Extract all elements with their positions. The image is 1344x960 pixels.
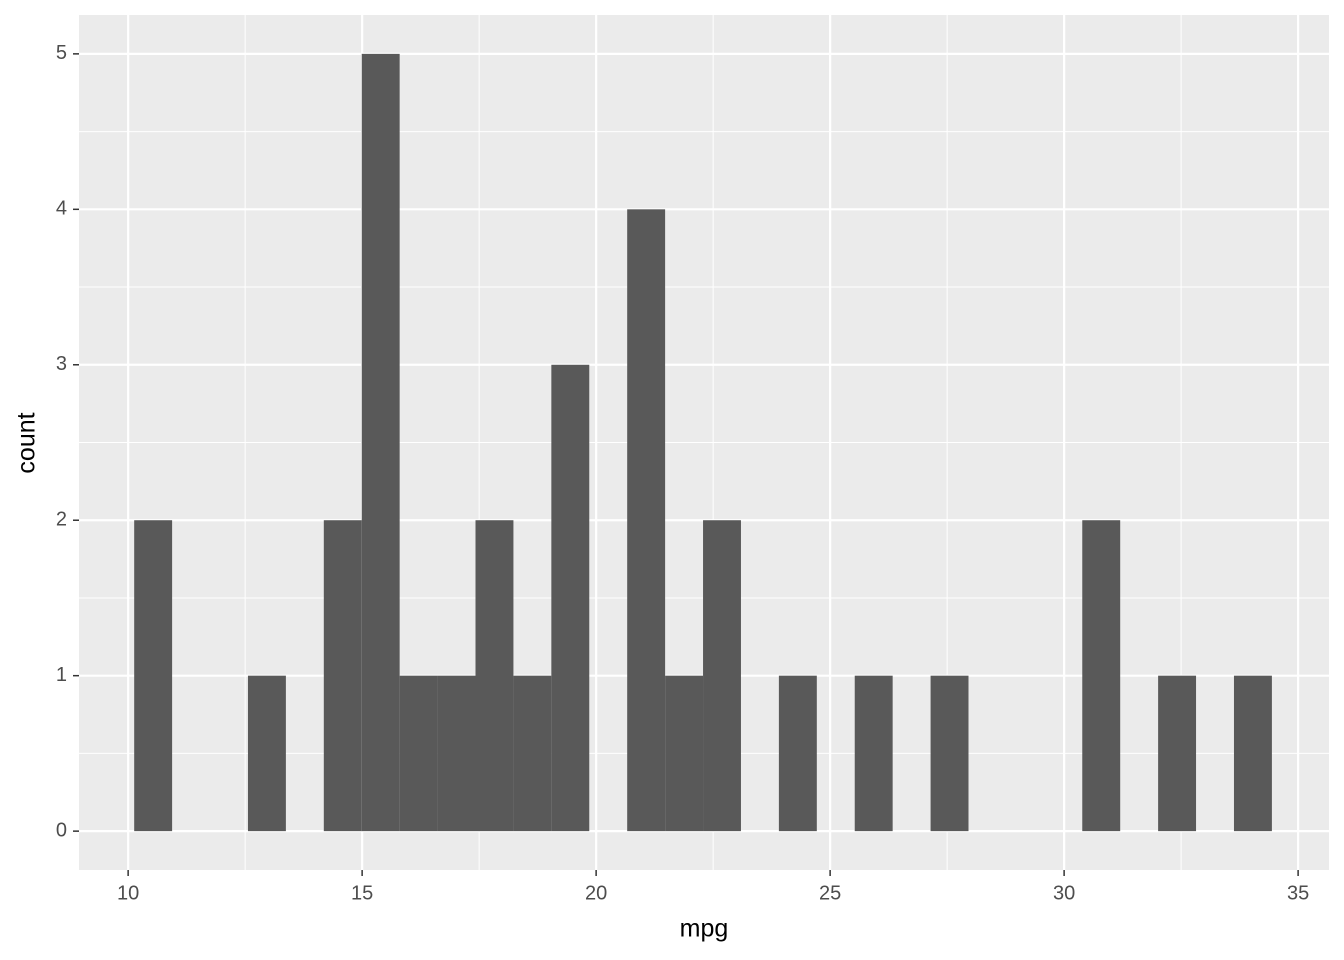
x-tick-label: 30 xyxy=(1053,882,1075,904)
y-tick-label: 4 xyxy=(56,198,67,220)
bar xyxy=(778,675,817,832)
bar xyxy=(930,675,969,832)
bar xyxy=(1158,675,1197,832)
x-tick-label: 15 xyxy=(351,882,373,904)
x-tick-label: 10 xyxy=(117,882,139,904)
bar xyxy=(323,520,362,832)
y-axis-title: count xyxy=(13,412,41,473)
bar xyxy=(361,53,400,832)
bar xyxy=(551,364,590,832)
bar xyxy=(1233,675,1272,832)
y-tick-label: 3 xyxy=(56,353,67,375)
bar xyxy=(247,675,286,832)
bar xyxy=(703,520,741,832)
bar xyxy=(513,675,552,832)
y-tick-label: 0 xyxy=(56,819,67,841)
bar xyxy=(399,675,438,832)
bar xyxy=(854,675,893,832)
x-axis-title: mpg xyxy=(680,915,729,943)
bar xyxy=(1082,520,1121,832)
bar xyxy=(665,675,704,832)
bar xyxy=(627,209,666,832)
bar xyxy=(134,520,173,832)
y-tick-label: 5 xyxy=(56,42,67,64)
x-tick-label: 25 xyxy=(819,882,841,904)
bar xyxy=(475,520,514,832)
x-tick-label: 35 xyxy=(1287,882,1309,904)
x-tick-label: 20 xyxy=(585,882,607,904)
y-tick-label: 2 xyxy=(56,509,67,531)
y-tick-label: 1 xyxy=(56,664,67,686)
bar xyxy=(437,675,476,832)
